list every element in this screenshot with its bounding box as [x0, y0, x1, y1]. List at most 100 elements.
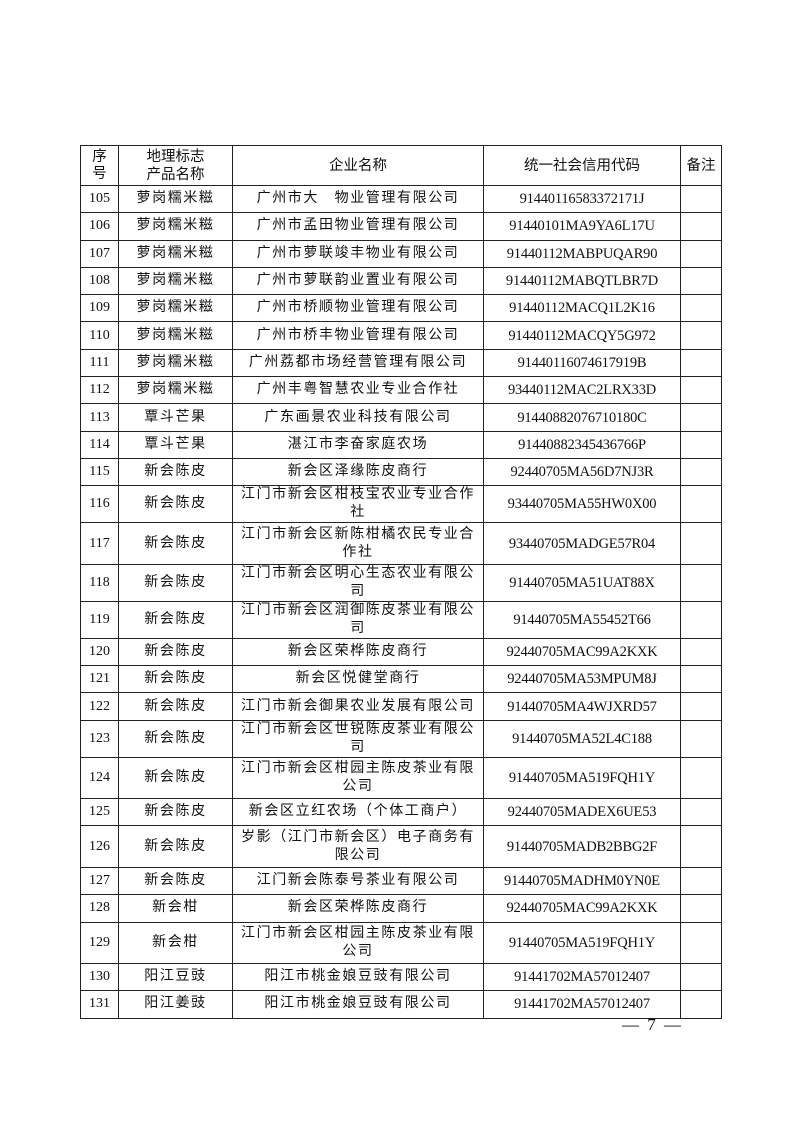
- cell-note: [680, 348, 722, 378]
- cell-code: 91441702MA57012407: [483, 990, 681, 1019]
- cell-code: 91440116583372171J: [483, 184, 681, 214]
- cell-seq: 112: [80, 376, 119, 405]
- header-seq-text: 序号: [92, 148, 107, 182]
- cell-seq: 106: [80, 212, 119, 241]
- cell-note: [680, 294, 722, 323]
- cell-seq: 129: [80, 921, 119, 965]
- cell-product: 萝岗糯米糍: [118, 321, 233, 350]
- cell-product: 阳江姜豉: [118, 990, 233, 1019]
- cell-seq: 116: [80, 485, 119, 524]
- cell-note: [680, 239, 722, 268]
- table-row: 113 覃斗芒果 广东画景农业科技有限公司 91440882076710180C: [80, 403, 722, 432]
- table-row: 128 新会柑 新会区荣桦陈皮商行 92440705MAC99A2KXK: [80, 894, 722, 923]
- cell-code: 91440705MA52L4C188: [483, 719, 681, 758]
- header-seq: 序号: [80, 145, 119, 186]
- cell-code: 92440705MAC99A2KXK: [483, 894, 681, 923]
- cell-seq: 117: [80, 522, 119, 565]
- cell-seq: 124: [80, 756, 119, 800]
- cell-note: [680, 403, 722, 432]
- cell-product: 阳江豆豉: [118, 963, 233, 992]
- table-row: 124 新会陈皮 江门市新会区柑园主陈皮茶业有限公司 91440705MA519FQH…: [80, 756, 722, 800]
- cell-company: 新会区荣桦陈皮商行: [232, 894, 484, 923]
- cell-seq: 113: [80, 403, 119, 432]
- cell-company: 广州市孟田物业管理有限公司: [232, 212, 484, 241]
- cell-company: 广东画景农业科技有限公司: [232, 403, 484, 432]
- cell-product: 新会陈皮: [118, 485, 233, 524]
- cell-code: 91440705MA55452T66: [483, 600, 681, 639]
- cell-company: 广州市萝联韵业置业有限公司: [232, 266, 484, 296]
- cell-product: 新会陈皮: [118, 563, 233, 602]
- cell-seq: 109: [80, 294, 119, 323]
- cell-company: 江门市新会区明心生态农业有限公司: [232, 563, 484, 602]
- cell-seq: 127: [80, 866, 119, 896]
- cell-code: 91440112MABQTLBR7D: [483, 266, 681, 296]
- cell-code: 91441702MA57012407: [483, 963, 681, 992]
- cell-product: 新会陈皮: [118, 457, 233, 487]
- cell-code: 91440705MA51UAT88X: [483, 563, 681, 602]
- cell-note: [680, 522, 722, 565]
- cell-note: [680, 990, 722, 1019]
- cell-note: [680, 921, 722, 965]
- cell-product: 新会陈皮: [118, 825, 233, 868]
- cell-product: 萝岗糯米糍: [118, 266, 233, 296]
- cell-note: [680, 184, 722, 214]
- cell-product: 新会陈皮: [118, 756, 233, 800]
- table-row: 105 萝岗糯米糍 广州市大 物业管理有限公司 91440116583372171J: [80, 184, 722, 214]
- cell-company: 江门市新会区柑枝宝农业专业合作社: [232, 485, 484, 524]
- table-row: 119 新会陈皮 江门市新会区润御陈皮茶业有限公司 91440705MA55452T6…: [80, 600, 722, 639]
- cell-note: [680, 600, 722, 639]
- cell-product: 新会柑: [118, 921, 233, 965]
- cell-note: [680, 376, 722, 405]
- cell-note: [680, 894, 722, 923]
- cell-company: 江门市新会区柑园主陈皮茶业有限公司: [232, 756, 484, 800]
- cell-company: 江门市新会区世锐陈皮茶业有限公司: [232, 719, 484, 758]
- cell-code: 93440112MAC2LRX33D: [483, 376, 681, 405]
- cell-code: 92440705MADEX6UE53: [483, 798, 681, 827]
- table-row: 107 萝岗糯米糍 广州市萝联竣丰物业有限公司 91440112MABPUQAR90: [80, 239, 722, 268]
- cell-note: [680, 866, 722, 896]
- header-company: 企业名称: [232, 145, 484, 186]
- table-header-row: 序号 地理标志 产品名称 企业名称 统一社会信用代码 备注: [80, 145, 722, 186]
- cell-company: 新会区泽缘陈皮商行: [232, 457, 484, 487]
- cell-seq: 108: [80, 266, 119, 296]
- cell-code: 92440705MAC99A2KXK: [483, 637, 681, 667]
- cell-code: 91440705MADHM0YN0E: [483, 866, 681, 896]
- cell-note: [680, 665, 722, 694]
- cell-code: 91440112MACQ1L2K16: [483, 294, 681, 323]
- cell-company: 湛江市李奋家庭农场: [232, 430, 484, 459]
- cell-note: [680, 430, 722, 459]
- cell-company: 江门市新会区新陈柑橘农民专业合作社: [232, 522, 484, 565]
- cell-note: [680, 637, 722, 667]
- cell-company: 江门新会陈泰号茶业有限公司: [232, 866, 484, 896]
- table-row: 120 新会陈皮 新会区荣桦陈皮商行 92440705MAC99A2KXK: [80, 637, 722, 667]
- cell-seq: 121: [80, 665, 119, 694]
- cell-code: 91440705MADB2BBG2F: [483, 825, 681, 868]
- cell-seq: 120: [80, 637, 119, 667]
- cell-seq: 114: [80, 430, 119, 459]
- cell-product: 新会陈皮: [118, 522, 233, 565]
- cell-company: 广州丰粤智慧农业专业合作社: [232, 376, 484, 405]
- cell-note: [680, 756, 722, 800]
- header-code: 统一社会信用代码: [483, 145, 681, 186]
- table-row: 118 新会陈皮 江门市新会区明心生态农业有限公司 91440705MA51UAT88…: [80, 563, 722, 602]
- cell-company: 江门市新会御果农业发展有限公司: [232, 692, 484, 721]
- cell-company: 广州市大 物业管理有限公司: [232, 184, 484, 214]
- cell-note: [680, 692, 722, 721]
- table-row: 108 萝岗糯米糍 广州市萝联韵业置业有限公司 91440112MABQTLBR7D: [80, 266, 722, 296]
- cell-product: 新会陈皮: [118, 798, 233, 827]
- cell-seq: 130: [80, 963, 119, 992]
- cell-note: [680, 719, 722, 758]
- enterprise-table: 序号 地理标志 产品名称 企业名称 统一社会信用代码 备注 105 萝岗糯米糍 广州市…: [80, 145, 722, 1019]
- table-row: 109 萝岗糯米糍 广州市桥顺物业管理有限公司 91440112MACQ1L2K16: [80, 294, 722, 323]
- cell-code: 91440882076710180C: [483, 403, 681, 432]
- cell-note: [680, 212, 722, 241]
- cell-seq: 115: [80, 457, 119, 487]
- header-note: 备注: [680, 145, 722, 186]
- table-row: 126 新会陈皮 岁影（江门市新会区）电子商务有限公司 91440705MADB2BB…: [80, 825, 722, 868]
- page-number: — 7 —: [622, 1015, 683, 1034]
- cell-code: 92440705MA56D7NJ3R: [483, 457, 681, 487]
- table-row: 123 新会陈皮 江门市新会区世锐陈皮茶业有限公司 91440705MA52L4C18…: [80, 719, 722, 758]
- cell-code: 91440705MA519FQH1Y: [483, 921, 681, 965]
- table-row: 115 新会陈皮 新会区泽缘陈皮商行 92440705MA56D7NJ3R: [80, 457, 722, 487]
- table-row: 112 萝岗糯米糍 广州丰粤智慧农业专业合作社 93440112MAC2LRX33D: [80, 376, 722, 405]
